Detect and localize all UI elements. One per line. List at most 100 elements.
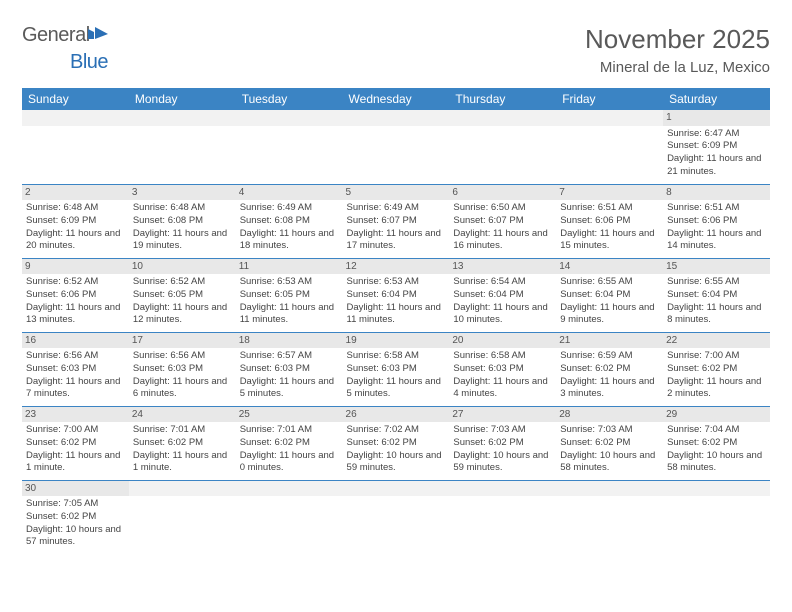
calendar-cell: 27Sunrise: 7:03 AMSunset: 6:02 PMDayligh… bbox=[449, 406, 556, 480]
sunset-text: Sunset: 6:06 PM bbox=[26, 289, 125, 302]
day-details: Sunrise: 7:02 AMSunset: 6:02 PMDaylight:… bbox=[347, 424, 446, 475]
day-number: 30 bbox=[22, 481, 129, 497]
day-details: Sunrise: 6:57 AMSunset: 6:03 PMDaylight:… bbox=[240, 350, 339, 401]
sunrise-text: Sunrise: 6:57 AM bbox=[240, 350, 339, 363]
sunset-text: Sunset: 6:08 PM bbox=[133, 215, 232, 228]
day-number: 28 bbox=[556, 407, 663, 423]
day-details: Sunrise: 6:58 AMSunset: 6:03 PMDaylight:… bbox=[453, 350, 552, 401]
sunset-text: Sunset: 6:07 PM bbox=[453, 215, 552, 228]
daylight-text: Daylight: 11 hours and 14 minutes. bbox=[667, 228, 766, 254]
day-number: 23 bbox=[22, 407, 129, 423]
calendar-cell bbox=[663, 480, 770, 554]
calendar-cell bbox=[556, 110, 663, 184]
day-details: Sunrise: 6:53 AMSunset: 6:05 PMDaylight:… bbox=[240, 276, 339, 327]
sunset-text: Sunset: 6:02 PM bbox=[560, 437, 659, 450]
day-details: Sunrise: 7:00 AMSunset: 6:02 PMDaylight:… bbox=[667, 350, 766, 401]
day-number-empty bbox=[449, 481, 556, 497]
calendar-cell: 11Sunrise: 6:53 AMSunset: 6:05 PMDayligh… bbox=[236, 258, 343, 332]
sunrise-text: Sunrise: 6:56 AM bbox=[133, 350, 232, 363]
sunset-text: Sunset: 6:09 PM bbox=[26, 215, 125, 228]
calendar-cell bbox=[236, 110, 343, 184]
daylight-text: Daylight: 11 hours and 1 minute. bbox=[26, 450, 125, 476]
daylight-text: Daylight: 10 hours and 57 minutes. bbox=[26, 524, 125, 550]
sunrise-text: Sunrise: 7:01 AM bbox=[240, 424, 339, 437]
weekday-header-row: Sunday Monday Tuesday Wednesday Thursday… bbox=[22, 88, 770, 110]
day-details: Sunrise: 6:58 AMSunset: 6:03 PMDaylight:… bbox=[347, 350, 446, 401]
sunset-text: Sunset: 6:02 PM bbox=[26, 437, 125, 450]
calendar-cell: 5Sunrise: 6:49 AMSunset: 6:07 PMDaylight… bbox=[343, 184, 450, 258]
calendar-row: 30Sunrise: 7:05 AMSunset: 6:02 PMDayligh… bbox=[22, 480, 770, 554]
sunset-text: Sunset: 6:02 PM bbox=[667, 363, 766, 376]
sunset-text: Sunset: 6:03 PM bbox=[133, 363, 232, 376]
calendar-cell: 22Sunrise: 7:00 AMSunset: 6:02 PMDayligh… bbox=[663, 332, 770, 406]
calendar-row: 2Sunrise: 6:48 AMSunset: 6:09 PMDaylight… bbox=[22, 184, 770, 258]
day-number: 25 bbox=[236, 407, 343, 423]
logo-text-2: Blue bbox=[70, 51, 108, 73]
calendar-row: 9Sunrise: 6:52 AMSunset: 6:06 PMDaylight… bbox=[22, 258, 770, 332]
daylight-text: Daylight: 11 hours and 13 minutes. bbox=[26, 302, 125, 328]
day-number: 14 bbox=[556, 259, 663, 275]
calendar-cell: 30Sunrise: 7:05 AMSunset: 6:02 PMDayligh… bbox=[22, 480, 129, 554]
daylight-text: Daylight: 11 hours and 20 minutes. bbox=[26, 228, 125, 254]
sunset-text: Sunset: 6:02 PM bbox=[667, 437, 766, 450]
sunrise-text: Sunrise: 6:53 AM bbox=[347, 276, 446, 289]
day-number: 27 bbox=[449, 407, 556, 423]
day-number: 10 bbox=[129, 259, 236, 275]
day-number-empty bbox=[556, 110, 663, 126]
day-details: Sunrise: 6:59 AMSunset: 6:02 PMDaylight:… bbox=[560, 350, 659, 401]
weekday-header: Monday bbox=[129, 88, 236, 110]
calendar-cell: 18Sunrise: 6:57 AMSunset: 6:03 PMDayligh… bbox=[236, 332, 343, 406]
daylight-text: Daylight: 10 hours and 59 minutes. bbox=[453, 450, 552, 476]
sunrise-text: Sunrise: 6:48 AM bbox=[133, 202, 232, 215]
page-title: November 2025 bbox=[585, 24, 770, 55]
sunrise-text: Sunrise: 6:51 AM bbox=[560, 202, 659, 215]
sunset-text: Sunset: 6:04 PM bbox=[453, 289, 552, 302]
sunset-text: Sunset: 6:07 PM bbox=[347, 215, 446, 228]
day-number: 26 bbox=[343, 407, 450, 423]
sunrise-text: Sunrise: 7:03 AM bbox=[560, 424, 659, 437]
sunset-text: Sunset: 6:08 PM bbox=[240, 215, 339, 228]
daylight-text: Daylight: 10 hours and 58 minutes. bbox=[667, 450, 766, 476]
daylight-text: Daylight: 11 hours and 11 minutes. bbox=[347, 302, 446, 328]
day-number: 6 bbox=[449, 185, 556, 201]
day-number-empty bbox=[22, 110, 129, 126]
sunrise-text: Sunrise: 6:55 AM bbox=[560, 276, 659, 289]
calendar-cell: 8Sunrise: 6:51 AMSunset: 6:06 PMDaylight… bbox=[663, 184, 770, 258]
sunrise-text: Sunrise: 6:50 AM bbox=[453, 202, 552, 215]
weekday-header: Wednesday bbox=[343, 88, 450, 110]
day-details: Sunrise: 7:03 AMSunset: 6:02 PMDaylight:… bbox=[453, 424, 552, 475]
calendar-cell bbox=[236, 480, 343, 554]
day-number: 9 bbox=[22, 259, 129, 275]
calendar-cell: 24Sunrise: 7:01 AMSunset: 6:02 PMDayligh… bbox=[129, 406, 236, 480]
calendar-row: 1Sunrise: 6:47 AMSunset: 6:09 PMDaylight… bbox=[22, 110, 770, 184]
day-number: 13 bbox=[449, 259, 556, 275]
day-number: 15 bbox=[663, 259, 770, 275]
day-number-empty bbox=[449, 110, 556, 126]
calendar-cell: 17Sunrise: 6:56 AMSunset: 6:03 PMDayligh… bbox=[129, 332, 236, 406]
sunrise-text: Sunrise: 7:00 AM bbox=[26, 424, 125, 437]
daylight-text: Daylight: 11 hours and 17 minutes. bbox=[347, 228, 446, 254]
sunrise-text: Sunrise: 7:03 AM bbox=[453, 424, 552, 437]
calendar-cell: 21Sunrise: 6:59 AMSunset: 6:02 PMDayligh… bbox=[556, 332, 663, 406]
day-details: Sunrise: 6:56 AMSunset: 6:03 PMDaylight:… bbox=[133, 350, 232, 401]
sunset-text: Sunset: 6:02 PM bbox=[240, 437, 339, 450]
day-details: Sunrise: 6:49 AMSunset: 6:07 PMDaylight:… bbox=[347, 202, 446, 253]
day-details: Sunrise: 6:51 AMSunset: 6:06 PMDaylight:… bbox=[560, 202, 659, 253]
day-number: 1 bbox=[663, 110, 770, 126]
calendar-cell bbox=[22, 110, 129, 184]
sunrise-text: Sunrise: 6:56 AM bbox=[26, 350, 125, 363]
calendar-cell: 1Sunrise: 6:47 AMSunset: 6:09 PMDaylight… bbox=[663, 110, 770, 184]
daylight-text: Daylight: 11 hours and 6 minutes. bbox=[133, 376, 232, 402]
day-number-empty bbox=[236, 110, 343, 126]
day-details: Sunrise: 7:05 AMSunset: 6:02 PMDaylight:… bbox=[26, 498, 125, 549]
day-details: Sunrise: 6:54 AMSunset: 6:04 PMDaylight:… bbox=[453, 276, 552, 327]
sunset-text: Sunset: 6:06 PM bbox=[667, 215, 766, 228]
sunrise-text: Sunrise: 6:53 AM bbox=[240, 276, 339, 289]
sunset-text: Sunset: 6:03 PM bbox=[453, 363, 552, 376]
daylight-text: Daylight: 11 hours and 0 minutes. bbox=[240, 450, 339, 476]
day-number: 8 bbox=[663, 185, 770, 201]
day-number-empty bbox=[343, 481, 450, 497]
daylight-text: Daylight: 10 hours and 59 minutes. bbox=[347, 450, 446, 476]
calendar-cell: 9Sunrise: 6:52 AMSunset: 6:06 PMDaylight… bbox=[22, 258, 129, 332]
day-number: 22 bbox=[663, 333, 770, 349]
